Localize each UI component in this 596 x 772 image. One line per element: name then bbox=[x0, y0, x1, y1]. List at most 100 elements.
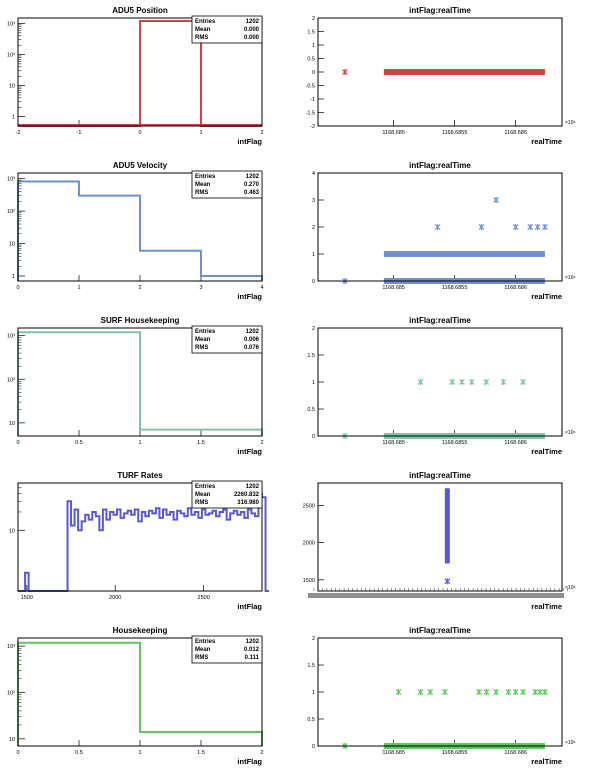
x-multiplier-label: ×10⁶ bbox=[565, 585, 576, 591]
x-multiplier-label: ×10⁶ bbox=[565, 430, 576, 436]
histogram-bars-2 bbox=[17, 180, 263, 281]
x-tick-label: 0 bbox=[138, 130, 141, 136]
y-tick-label: 10³ bbox=[7, 334, 15, 340]
scatter-point-9-10 bbox=[520, 689, 526, 695]
x-tick-label: 1168.6855 bbox=[442, 285, 468, 291]
scatter-panel-7: intFlag:realTime 1500 2000 2500 ×10⁶ realTime bbox=[303, 471, 576, 611]
scatter-title-1: intFlag:realTime bbox=[409, 6, 471, 15]
y-tick-label: 10³ bbox=[7, 177, 15, 183]
y-tick-label: 10 bbox=[9, 242, 15, 248]
x-tick-label: 2 bbox=[260, 750, 263, 756]
x-tick-label: 1168.685 bbox=[382, 750, 405, 756]
x-multiplier-label: ×10⁶ bbox=[565, 275, 576, 281]
stats-label: Mean bbox=[195, 182, 211, 188]
stats-label: RMS bbox=[195, 35, 208, 41]
stats-box-frame bbox=[191, 480, 263, 509]
y-tick-label: 10 bbox=[9, 737, 15, 743]
stats-label: Entries bbox=[195, 19, 216, 25]
histogram-panel-4: SURF Housekeeping 10 10² 10³ 0 0.5 1 1.5 2 Entrie… bbox=[7, 316, 263, 456]
stats-box-2: Entries 1202 Mean 0.270 RMS 0.463 bbox=[191, 170, 263, 199]
y-tick-label: -1.5 bbox=[306, 111, 315, 117]
x-tick-label: 1168.6855 bbox=[442, 440, 468, 446]
plot-frame-5 bbox=[317, 327, 563, 437]
stats-value: 0.270 bbox=[244, 182, 260, 188]
scatter-point-5-3 bbox=[459, 379, 465, 385]
scatter-point-5-5 bbox=[483, 379, 490, 385]
scatter-point-9-13 bbox=[541, 689, 548, 695]
x-multiplier-label: ×10⁶ bbox=[565, 740, 576, 746]
x-tick-label: 4 bbox=[260, 285, 263, 291]
y-tick-label: 2 bbox=[312, 636, 315, 642]
histogram-bars-6 bbox=[18, 492, 270, 592]
scatter-point-9-12 bbox=[537, 689, 543, 695]
scatter-point-5-7 bbox=[520, 379, 526, 385]
y-tick-label: 10 bbox=[9, 421, 15, 427]
stats-label: Entries bbox=[195, 174, 216, 180]
stats-box-frame bbox=[191, 325, 263, 354]
x-tick-label: 1168.686 bbox=[504, 750, 527, 756]
x-axis-label-2: intFlag bbox=[237, 292, 262, 301]
plot-frame-2 bbox=[17, 172, 263, 282]
x-tick-label: 2 bbox=[260, 130, 263, 136]
x-axis-label-8: intFlag bbox=[237, 757, 262, 766]
scatter-point-5-4 bbox=[468, 379, 475, 385]
y-tick-label: 10² bbox=[7, 209, 15, 215]
x-tick-label-clutter bbox=[308, 593, 564, 598]
y-tick-label: 10 bbox=[9, 84, 15, 90]
x-tick-label: 0 bbox=[16, 440, 19, 446]
point-column-7 bbox=[444, 488, 450, 564]
stats-value: 1202 bbox=[246, 19, 260, 25]
y-tick-label: 1 bbox=[12, 274, 15, 280]
scatter-point-9-3 bbox=[427, 689, 434, 695]
x-tick-label: 2 bbox=[260, 440, 263, 446]
y-tick-label: 1 bbox=[312, 380, 315, 386]
x-tick-label: 0.5 bbox=[75, 750, 83, 756]
scatter-point-3-2 bbox=[478, 224, 485, 230]
x-tick-label: 2500 bbox=[198, 595, 210, 601]
x-tick-label: 1500 bbox=[21, 595, 33, 601]
point-band-3-1 bbox=[383, 251, 545, 257]
plot-frame-4 bbox=[17, 327, 263, 437]
stats-value: 1202 bbox=[246, 639, 260, 645]
y-tick-label: 1.5 bbox=[307, 30, 315, 36]
stats-value: 0.012 bbox=[244, 647, 260, 653]
stats-value: 0.006 bbox=[244, 337, 260, 343]
scatter-point-3-4 bbox=[512, 224, 519, 230]
y-tick-label: 0 bbox=[312, 70, 315, 76]
y-tick-label: 1 bbox=[12, 115, 15, 121]
histogram-title-2: ADU5 Velocity bbox=[113, 161, 168, 170]
stats-label: Mean bbox=[195, 337, 211, 343]
histogram-title-6: TURF Rates bbox=[117, 471, 163, 480]
stats-label: RMS bbox=[195, 500, 208, 506]
scatter-point-9-6 bbox=[483, 689, 490, 695]
y-tick-label: 0.5 bbox=[307, 717, 315, 723]
scatter-point-5-2 bbox=[449, 379, 456, 385]
plot-frame-8 bbox=[17, 637, 263, 747]
x-axis-label-4: intFlag bbox=[237, 447, 262, 456]
y-tick-label: 2000 bbox=[303, 541, 315, 547]
x-tick-label: -2 bbox=[16, 130, 21, 136]
y-tick-label: 1500 bbox=[303, 578, 315, 584]
y-tick-label: 2 bbox=[312, 225, 315, 231]
x-axis-label-1: realTime bbox=[531, 137, 562, 146]
scatter-point-3-3 bbox=[493, 197, 500, 203]
histogram-panel-0: ADU5 Position 1 10 10² 10³ -2 -1 0 1 2 Entries 1202… bbox=[7, 6, 263, 146]
y-tick-label: -0.5 bbox=[306, 84, 315, 90]
scatter-title-3: intFlag:realTime bbox=[409, 161, 471, 170]
x-axis-label-0: intFlag bbox=[237, 137, 262, 146]
stats-value: 0.463 bbox=[244, 190, 260, 196]
x-axis-label-5: realTime bbox=[531, 447, 562, 456]
y-tick-label: 2 bbox=[312, 326, 315, 332]
x-tick-label: 0 bbox=[16, 750, 19, 756]
x-tick-label: -1 bbox=[77, 130, 82, 136]
scatter-point-9-4 bbox=[441, 689, 448, 695]
x-tick-label: 1168.685 bbox=[382, 285, 405, 291]
histogram-panel-8: Housekeeping 10 10² 10³ 0 0.5 1 1.5 2 Entries 1202… bbox=[7, 626, 263, 766]
x-tick-label: 1.5 bbox=[197, 750, 205, 756]
scatter-point-9-7 bbox=[493, 689, 500, 695]
stats-value: 316.980 bbox=[237, 500, 259, 506]
x-tick-label: 1168.686 bbox=[504, 130, 527, 136]
x-tick-label: 1 bbox=[138, 440, 141, 446]
x-tick-label: 2000 bbox=[109, 595, 121, 601]
